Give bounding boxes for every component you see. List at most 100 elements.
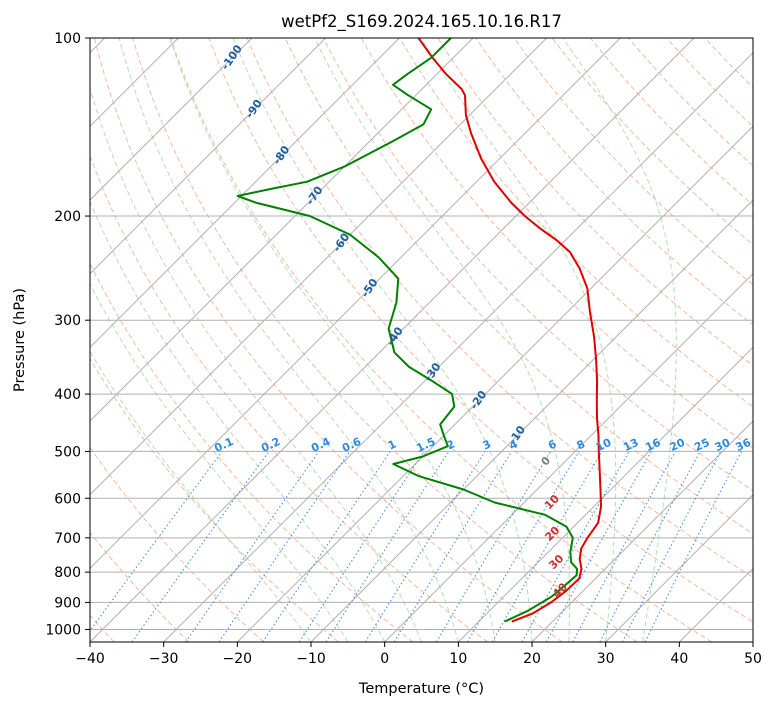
mixing-ratio-line xyxy=(298,451,425,642)
dry-adiabat xyxy=(170,38,712,642)
moist-adiabat xyxy=(169,38,496,642)
mixing-ratio-line xyxy=(185,451,320,642)
isotherm xyxy=(457,346,753,642)
mixing-ratio-label: 3 xyxy=(481,437,493,452)
dry-adiabat xyxy=(399,38,753,408)
x-tick-label: −30 xyxy=(149,651,179,667)
dry-adiabat xyxy=(704,38,753,88)
y-tick-label: 900 xyxy=(54,595,81,611)
y-tick-label: 400 xyxy=(54,387,81,403)
axes: −40 −30 −20 −10 0 10 20 30 40 5010020030040050060… xyxy=(45,31,762,667)
moist-adiabat xyxy=(90,200,386,642)
y-tick-label: 800 xyxy=(54,565,81,581)
chart-title: wetPf2_S169.2024.165.10.16.R17 xyxy=(281,12,562,32)
mixing-ratio-line xyxy=(599,451,701,642)
y-tick-label: 100 xyxy=(54,31,81,47)
mixing-ratio-label: 1 xyxy=(386,437,398,452)
mixing-ratio-label: 36 xyxy=(734,436,754,454)
dry-adiabat xyxy=(361,38,753,449)
dry-adiabat xyxy=(90,531,190,642)
plot-area: -100-90-80-70-60-50-40-30-20-10010203040… xyxy=(90,38,754,642)
y-tick-label: 200 xyxy=(54,209,81,225)
x-tick-label: −40 xyxy=(75,651,105,667)
mixing-ratio-line xyxy=(325,451,450,642)
isotherm xyxy=(236,125,753,642)
dry-adiabat xyxy=(589,38,753,206)
mixing-ratio-label: 16 xyxy=(643,436,663,454)
dry-adiabat xyxy=(437,38,753,367)
isotherm xyxy=(90,38,400,349)
mixing-ratio-line xyxy=(644,451,742,642)
mixing-ratio-label: 20 xyxy=(668,436,688,454)
moist-adiabat-label: 30 xyxy=(546,552,566,572)
mixing-ratio-label: 6 xyxy=(546,437,559,452)
temperature-trace xyxy=(417,38,602,623)
mixing-ratio-label: 0.4 xyxy=(309,435,332,455)
mixing-ratio-label: 0.6 xyxy=(340,435,363,455)
isotherm xyxy=(163,51,753,642)
moist-adiabat xyxy=(90,350,312,642)
moist-adiabat xyxy=(562,38,677,642)
isotherm xyxy=(90,38,548,496)
dry-adiabat xyxy=(90,446,264,642)
mixing-ratio-line xyxy=(545,451,652,642)
isotherm xyxy=(605,493,753,642)
mixing-ratio-label: 13 xyxy=(621,436,640,454)
isotherm xyxy=(384,272,753,642)
dry-adiabat xyxy=(246,38,753,578)
x-tick-label: 20 xyxy=(523,651,541,667)
mixing-ratio-line xyxy=(572,451,676,642)
plot-frame xyxy=(89,37,754,643)
isotherm xyxy=(678,567,753,642)
dry-adiabat xyxy=(132,38,638,642)
dry-adiabat xyxy=(322,38,753,492)
mixing-ratio-line xyxy=(218,451,351,642)
mixing-ratio-label: 25 xyxy=(692,436,711,454)
y-axis-label: Pressure (hPa) xyxy=(12,288,28,392)
mixing-ratio-line xyxy=(131,451,270,642)
y-tick-label: 500 xyxy=(54,444,81,460)
x-tick-label: 50 xyxy=(744,651,762,667)
mixing-ratio-line xyxy=(90,451,223,632)
y-tick-label: 600 xyxy=(54,491,81,507)
mixing-ratio-label: 30 xyxy=(713,436,733,454)
isotherm xyxy=(90,38,253,201)
x-tick-label: −20 xyxy=(223,651,253,667)
moist-adiabat xyxy=(118,38,459,642)
moist-adiabat-label: 10 xyxy=(542,492,562,512)
mixing-ratio-line xyxy=(262,451,391,642)
x-tick-label: 30 xyxy=(597,651,615,667)
dry-adiabat xyxy=(513,38,753,286)
y-tick-label: 300 xyxy=(54,313,81,329)
isotherm xyxy=(310,199,753,642)
moist-adiabat-label: 0 xyxy=(539,454,554,469)
y-tick-label: 700 xyxy=(54,531,81,547)
dry-adiabat xyxy=(90,357,339,642)
dry-adiabat xyxy=(94,38,563,642)
isotherm xyxy=(531,420,753,642)
dry-adiabat xyxy=(551,38,753,246)
dry-adiabat xyxy=(284,38,753,535)
dry-adiabat xyxy=(90,262,414,642)
y-tick-label: 1000 xyxy=(45,622,81,638)
x-tick-label: 40 xyxy=(670,651,688,667)
dry-adiabat xyxy=(90,154,488,642)
isotherm xyxy=(90,38,474,422)
moist-adiabat xyxy=(90,282,349,642)
x-axis-label: Temperature (°C) xyxy=(358,681,484,697)
mixing-ratio-line xyxy=(621,451,722,642)
moist-adiabat xyxy=(420,38,617,642)
mixing-ratio-label: 10 xyxy=(594,436,614,454)
x-tick-label: 0 xyxy=(380,651,389,667)
moist-adiabat xyxy=(314,38,570,642)
dewpoint-trace xyxy=(236,38,579,623)
mixing-ratio-label: 2 xyxy=(444,437,456,452)
mixing-ratio-line xyxy=(521,451,630,642)
dry-adiabat xyxy=(208,38,753,623)
dry-adiabat xyxy=(666,38,753,128)
isotherm xyxy=(752,641,753,642)
x-tick-label: −10 xyxy=(296,651,326,667)
dry-adiabat xyxy=(475,38,753,326)
x-tick-label: 10 xyxy=(449,651,467,667)
